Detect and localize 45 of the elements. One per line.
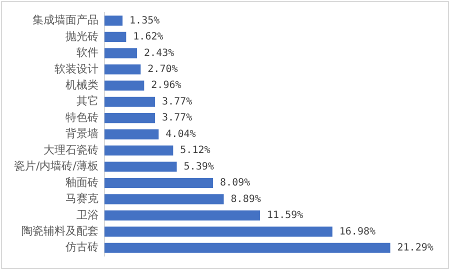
y-tick-label: 马赛克	[65, 192, 98, 206]
y-tick-label: 仿古砖	[64, 240, 98, 254]
y-tick-label: 背景墙	[65, 127, 98, 140]
data-label: 5.39%	[184, 161, 214, 172]
bar	[104, 178, 214, 188]
bar	[104, 96, 156, 107]
data-label: 16.98%	[339, 226, 376, 238]
bar	[104, 162, 177, 172]
data-label: 8.89%	[230, 194, 261, 205]
y-tick-label: 卫浴	[76, 208, 98, 222]
bar	[104, 64, 141, 74]
data-label: 1.62%	[133, 32, 164, 43]
data-label: 8.09%	[220, 178, 250, 189]
bar	[104, 48, 138, 58]
data-label: 3.77%	[162, 112, 192, 124]
data-label: 3.77%	[162, 96, 192, 108]
data-label: 11.59%	[267, 210, 304, 222]
data-label: 1.35%	[130, 15, 160, 26]
y-tick-label: 软件	[76, 46, 98, 60]
y-tick-label: 大理石瓷砖	[43, 143, 98, 156]
bar	[104, 210, 260, 220]
y-tick-label: 集成墙面产品	[32, 14, 98, 27]
y-tick-label: 瓷片/内墙砖/薄板	[14, 160, 98, 173]
y-tick-label: 机械类	[65, 78, 98, 92]
bar	[104, 32, 126, 42]
bar	[104, 145, 174, 156]
data-label: 4.04%	[166, 128, 196, 140]
bar	[104, 194, 224, 204]
y-tick-label: 陶瓷辅料及配套	[21, 224, 98, 238]
data-label: 5.12%	[180, 145, 210, 156]
bar	[104, 16, 123, 26]
data-label: 2.96%	[151, 80, 182, 92]
bar	[104, 226, 332, 237]
data-label: 2.43%	[144, 48, 174, 59]
y-tick-label: 软装设计	[54, 62, 98, 76]
y-tick-label: 釉面砖	[65, 176, 98, 189]
y-tick-label: 特色砖	[65, 110, 98, 124]
bar	[104, 129, 159, 140]
bar	[104, 80, 144, 91]
bar	[104, 242, 390, 253]
y-tick-label: 抛光砖	[65, 30, 98, 43]
bar	[104, 113, 156, 124]
y-tick-label: 其它	[76, 94, 98, 108]
data-label: 21.29%	[397, 242, 434, 254]
data-label: 2.70%	[148, 64, 178, 75]
